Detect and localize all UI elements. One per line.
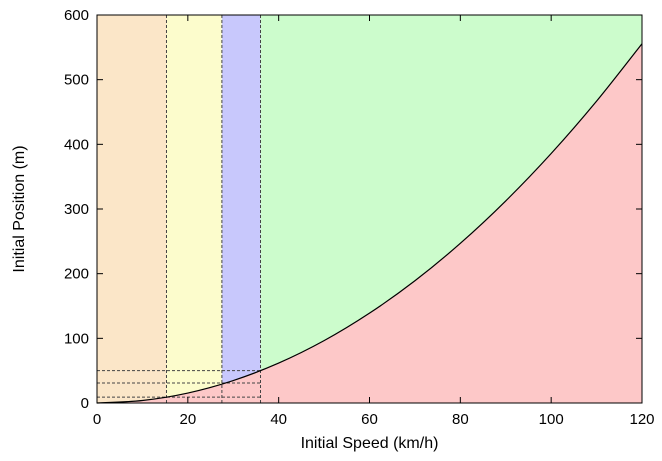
boundary-curve [96, 43, 643, 404]
y-tick-label: 500 [64, 72, 89, 89]
y-tick-label: 0 [81, 395, 89, 412]
y-tick-label: 400 [64, 136, 89, 153]
x-tick-label: 20 [179, 411, 196, 428]
y-tick-label: 100 [64, 330, 89, 347]
y-tick-label: 600 [64, 7, 89, 24]
y-tick-label: 300 [64, 201, 89, 218]
below-curve-area [97, 43, 642, 403]
x-axis-title: Initial Speed (km/h) [301, 435, 439, 452]
axis-ticks: 0 20 40 60 80 100 120 0 100 200 300 400 500 600 [64, 7, 655, 428]
x-tick-label: 120 [629, 411, 654, 428]
band-1 [166, 15, 222, 403]
x-tick-label: 40 [270, 411, 287, 428]
band-2 [221, 15, 261, 403]
x-tick-label: 100 [539, 411, 564, 428]
x-tick-label: 80 [452, 411, 469, 428]
band-0 [97, 15, 167, 403]
x-tick-label: 60 [361, 411, 378, 428]
y-axis-title: Initial Position (m) [11, 145, 28, 272]
y-tick-label: 200 [64, 266, 89, 283]
x-tick-label: 0 [93, 411, 101, 428]
dashed-guides [97, 15, 261, 403]
